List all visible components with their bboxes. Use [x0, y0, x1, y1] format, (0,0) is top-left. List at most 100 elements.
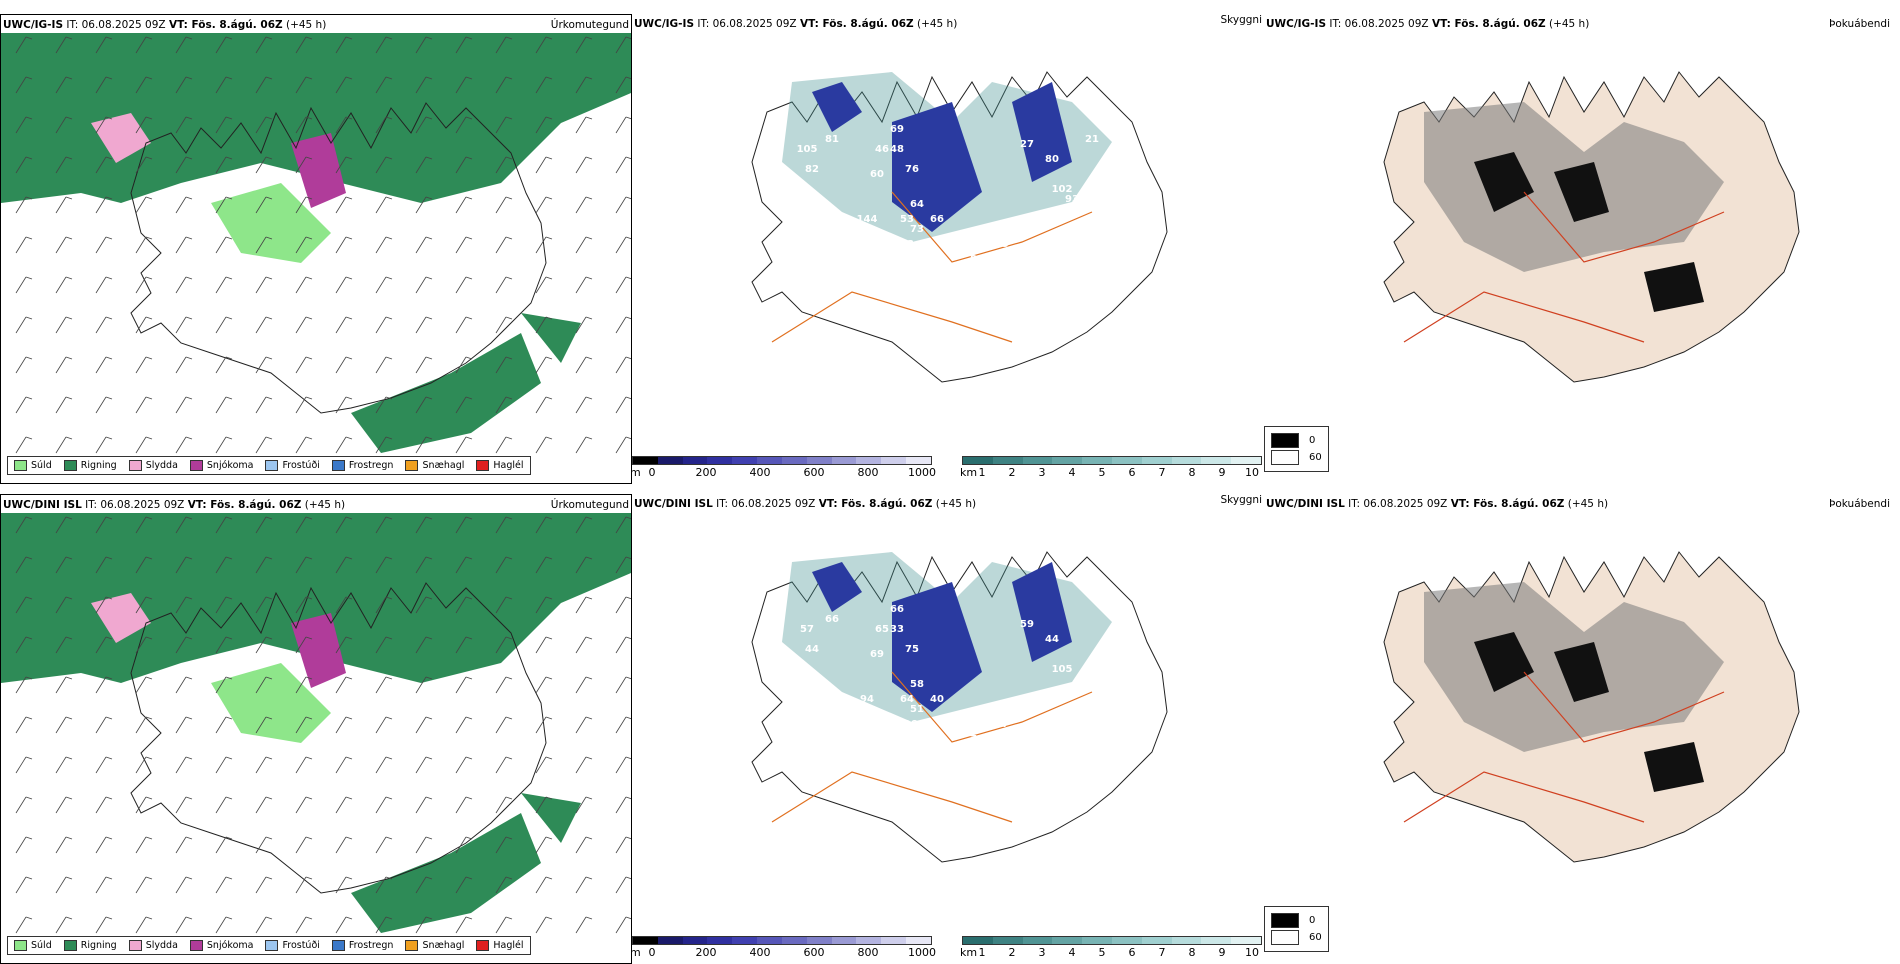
- legend-label: Súld: [31, 940, 52, 951]
- colorbar-tick: 5: [1098, 466, 1106, 479]
- wind-barb: [255, 316, 267, 334]
- legend-item: Rigning: [63, 460, 117, 471]
- wind-barb: [535, 636, 547, 654]
- wind-barb: [95, 236, 107, 254]
- wind-barb: [455, 516, 467, 534]
- colorbar-tick: 600: [803, 466, 825, 479]
- colorbar-segment: [1111, 937, 1142, 944]
- wind-barb: [535, 716, 547, 734]
- wind-barb-flag: [305, 796, 313, 800]
- wind-barb-flag: [185, 36, 193, 40]
- cloud-base-value: 76: [905, 164, 919, 175]
- wind-barb: [335, 596, 347, 614]
- wind-barb-flag: [145, 356, 153, 360]
- wind-barb-flag: [25, 236, 33, 240]
- cloud-base-value: 82: [805, 164, 819, 175]
- wind-barb: [255, 276, 267, 294]
- wind-barb-flag: [265, 876, 273, 880]
- wind-barb: [95, 716, 107, 734]
- wind-barb-flag: [225, 76, 233, 80]
- wind-barb: [255, 716, 267, 734]
- wind-barb: [55, 316, 67, 334]
- wind-barb-flag: [505, 516, 513, 520]
- wind-barb-flag: [545, 116, 553, 120]
- colorbar-tick: 1: [978, 466, 986, 479]
- wind-barb-flag: [25, 36, 33, 40]
- precip-map: [1, 33, 631, 483]
- wind-barb-flag: [585, 756, 593, 760]
- wind-barb: [615, 316, 627, 334]
- wind-barb-flag: [425, 756, 433, 760]
- colorbar-segment: [906, 937, 931, 944]
- wind-barb-flag: [345, 756, 353, 760]
- wind-barb: [55, 116, 67, 134]
- wind-barb-flag: [625, 316, 631, 320]
- wind-barb: [175, 356, 187, 374]
- wind-barb-flag: [145, 596, 153, 600]
- wind-barb: [375, 236, 387, 254]
- wind-barb: [95, 836, 107, 854]
- wind-barb: [495, 156, 507, 174]
- wind-barb-flag: [305, 756, 313, 760]
- wind-barb: [415, 356, 427, 374]
- wind-barb-flag: [345, 236, 353, 240]
- wind-barb: [135, 356, 147, 374]
- wind-barb-flag: [625, 836, 631, 840]
- wind-barb: [215, 196, 227, 214]
- wind-barb-flag: [185, 676, 193, 680]
- wind-barb-flag: [105, 276, 113, 280]
- wind-barb-flag: [185, 756, 193, 760]
- legend-item: Rigning: [63, 940, 117, 951]
- wind-barb: [615, 636, 627, 654]
- wind-barb: [255, 196, 267, 214]
- wind-barb-flag: [185, 116, 193, 120]
- wind-barb-flag: [145, 516, 153, 520]
- wind-barb: [335, 356, 347, 374]
- wind-barb-flag: [625, 356, 631, 360]
- wind-barb-flag: [385, 676, 393, 680]
- wind-barb: [575, 836, 587, 854]
- coastline-path: [130, 582, 547, 894]
- wind-barb: [615, 436, 627, 454]
- fog-legend-swatch: [1271, 450, 1299, 465]
- wind-barb-flag: [265, 156, 273, 160]
- wind-barb-flag: [305, 836, 313, 840]
- wind-barb: [615, 116, 627, 134]
- wind-barb-flag: [65, 316, 73, 320]
- wind-barb-flag: [585, 596, 593, 600]
- fog-header: UWC/IG-IS IT: 06.08.2025 09Z VT: Fös. 8.…: [1266, 18, 1590, 30]
- wind-barb: [95, 156, 107, 174]
- wind-barb-flag: [105, 716, 113, 720]
- wind-barb: [55, 836, 67, 854]
- colorbar-tick: 6: [1128, 466, 1136, 479]
- wind-barb-flag: [585, 396, 593, 400]
- wind-barb: [295, 796, 307, 814]
- wind-barb-flag: [65, 156, 73, 160]
- wind-barb-flag: [265, 596, 273, 600]
- legend-swatch: [476, 460, 490, 471]
- wind-barb: [295, 676, 307, 694]
- legend-label: Snjókoma: [206, 940, 254, 951]
- wind-barb-flag: [25, 836, 33, 840]
- wind-barb: [295, 756, 307, 774]
- wind-barb-flag: [265, 316, 273, 320]
- wind-barb: [575, 436, 587, 454]
- wind-barb-flag: [585, 436, 593, 440]
- wind-barb: [215, 356, 227, 374]
- wind-barb-flag: [105, 636, 113, 640]
- cloud-base-value: 94: [860, 694, 874, 705]
- wind-barb-flag: [145, 76, 153, 80]
- colorbar-tick: 2: [1008, 466, 1016, 479]
- wind-barb: [215, 556, 227, 574]
- wind-barb-flag: [105, 516, 113, 520]
- legend-item: Haglél: [476, 460, 524, 471]
- island-group: [751, 551, 1168, 863]
- rain-area: [1, 513, 631, 683]
- wind-barb-flag: [305, 676, 313, 680]
- drizzle-area: [211, 183, 331, 263]
- wind-barb-flag: [305, 876, 313, 880]
- wind-barb: [175, 196, 187, 214]
- wind-barb: [495, 276, 507, 294]
- wind-barb: [135, 596, 147, 614]
- wind-barb: [495, 836, 507, 854]
